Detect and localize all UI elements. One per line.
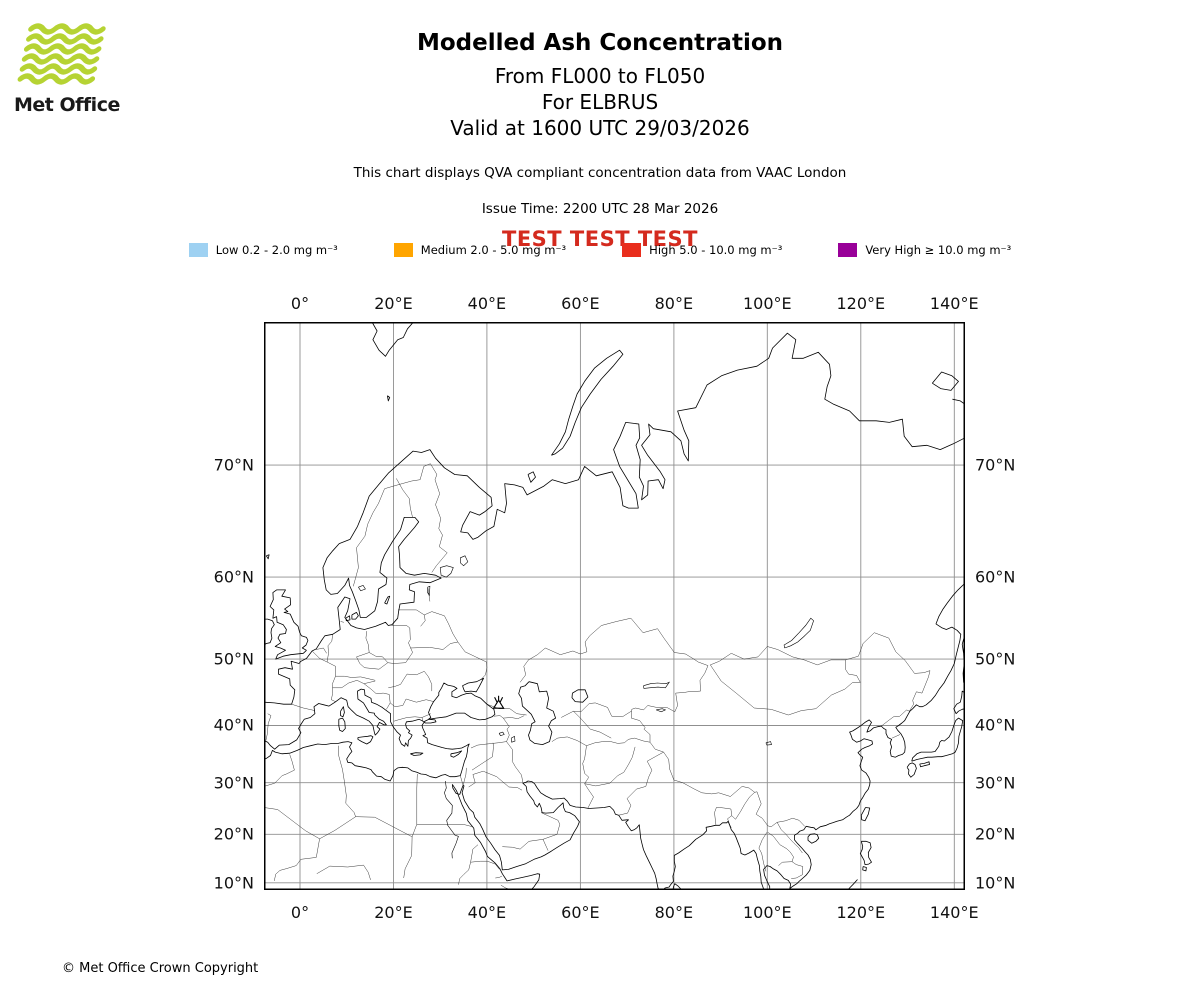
legend-swatch [188,243,208,257]
longitude-tick-label-top: 20°E [374,294,413,313]
qva-description: This chart displays QVA compliant concen… [353,165,847,181]
longitude-tick-label-top: 100°E [742,294,792,313]
latitude-tick-label-left: 60°N [213,567,254,587]
map-frame [264,322,965,890]
latitude-tick-label-left: 20°N [213,824,254,844]
copyright: © Met Office Crown Copyright [62,961,259,976]
flight-level-range: From FL000 to FL050 [494,64,706,88]
legend: Low 0.2 - 2.0 mg m⁻³ Medium 2.0 - 5.0 mg … [0,243,1200,257]
volcano-marker-icon [492,695,505,709]
longitude-tick-label-top: 0° [290,294,310,313]
latitude-tick-label-right: 50°N [975,649,1016,669]
met-office-logo-waves [17,23,106,85]
legend-swatch [393,243,413,257]
valid-time: Valid at 1600 UTC 29/03/2026 [450,116,750,140]
legend-label: Very High ≥ 10.0 mg m⁻³ [865,243,1012,257]
legend-label: High 5.0 - 10.0 mg m⁻³ [649,243,783,257]
longitude-tick-label-bottom: 0° [290,903,310,922]
longitude-tick-label-bottom: 100°E [742,903,792,922]
legend-item: Very High ≥ 10.0 mg m⁻³ [838,243,1011,257]
latitude-tick-label-right: 60°N [975,567,1016,587]
chart-title: Modelled Ash Concentration [416,30,784,56]
legend-item: High 5.0 - 10.0 mg m⁻³ [622,243,782,257]
latitude-tick-label-right: 30°N [975,773,1016,793]
longitude-tick-label-bottom: 140°E [929,903,979,922]
legend-swatch [838,243,858,257]
longitude-tick-label-top: 60°E [561,294,600,313]
latitude-tick-label-right: 40°N [975,715,1016,735]
legend-label: Medium 2.0 - 5.0 mg m⁻³ [420,243,567,257]
coastlines [264,322,965,890]
longitude-tick-label-bottom: 80°E [654,903,694,922]
legend-item: Medium 2.0 - 5.0 mg m⁻³ [393,243,567,257]
map: 0° 0° 20°E 20°E 40°E 40°E 60°E 60°E 80°E 80°E 100°… [214,294,1016,922]
met-office-logo-text: Met Office [14,94,120,116]
test-banner: TEST TEST TEST [502,227,698,251]
latitude-tick-label-left: 10°N [213,873,254,893]
longitude-tick-label-bottom: 40°E [467,903,507,922]
latitude-tick-label-left: 50°N [213,649,254,669]
volcano-name-line: For ELBRUS [541,90,659,114]
longitude-tick-label-bottom: 60°E [561,903,600,922]
longitude-tick-label-top: 140°E [929,294,979,313]
rivers [444,780,459,859]
lakes [358,555,814,746]
longitude-tick-label-top: 80°E [654,294,694,313]
latitude-tick-label-left: 70°N [213,455,254,475]
issue-time: Issue Time: 2200 UTC 28 Mar 2026 [481,201,719,217]
map-canvas [264,322,965,890]
met-office-logo: Met Office [14,22,134,116]
longitude-tick-label-bottom: 120°E [836,903,886,922]
country-borders [264,463,931,890]
longitude-tick-label-bottom: 20°E [374,903,413,922]
grid-lines [264,322,965,890]
legend-label: Low 0.2 - 2.0 mg m⁻³ [215,243,338,257]
legend-swatch [622,243,642,257]
longitude-tick-label-top: 120°E [836,294,886,313]
title-block: Modelled Ash Concentration From FL000 to… [0,30,1200,251]
latitude-tick-label-right: 10°N [975,873,1016,893]
latitude-tick-label-right: 70°N [975,455,1016,475]
longitude-tick-label-top: 40°E [467,294,507,313]
latitude-tick-label-right: 20°N [975,824,1016,844]
latitude-tick-label-left: 40°N [213,715,254,735]
latitude-tick-label-left: 30°N [213,773,254,793]
legend-item: Low 0.2 - 2.0 mg m⁻³ [188,243,338,257]
